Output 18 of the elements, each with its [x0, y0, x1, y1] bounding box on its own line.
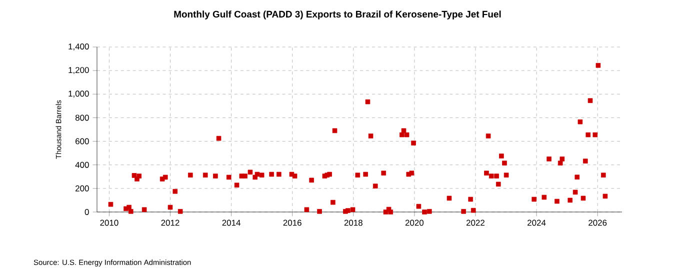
- x-tick-label: 2012: [161, 220, 180, 226]
- y-tick-label: 200: [76, 185, 89, 192]
- y-tick-label: 1,200: [68, 67, 89, 74]
- x-tick-label: 2018: [344, 220, 362, 226]
- x-tick-label: 2020: [405, 220, 424, 226]
- y-tick-label: 0: [84, 209, 89, 215]
- x-tick-label: 2010: [100, 220, 118, 226]
- x-tick-label: 2024: [528, 220, 546, 226]
- chart-title: Monthly Gulf Coast (PADD 3) Exports to Brazil of Kerosene-Type Jet Fuel: [174, 10, 501, 20]
- y-tick-label: 1,400: [68, 44, 89, 50]
- y-tick-label: 600: [76, 138, 89, 144]
- y-tick-label: 400: [75, 162, 89, 168]
- y-tick-label: 800: [75, 114, 89, 121]
- x-tick-label: 2022: [466, 220, 484, 226]
- x-tick-label: 2016: [283, 220, 302, 226]
- y-tick-label: 1,000: [68, 90, 89, 98]
- x-tick-label: 2026: [588, 220, 607, 226]
- x-tick-label: 2014: [222, 220, 240, 226]
